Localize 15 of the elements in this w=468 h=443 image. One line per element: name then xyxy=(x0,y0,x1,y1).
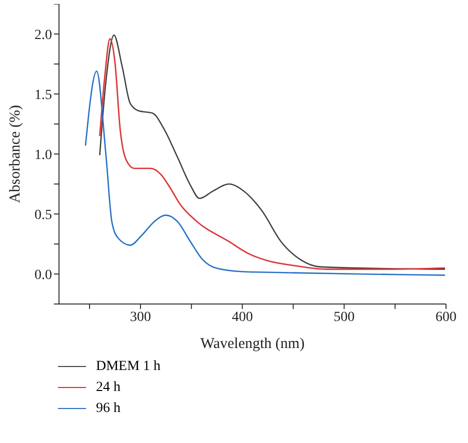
line-series xyxy=(84,70,446,276)
x-tick-label: 300 xyxy=(130,310,151,325)
y-tick-label: 0.5 xyxy=(34,208,52,223)
legend-label: 24 h xyxy=(96,380,120,396)
text: 2.0 xyxy=(34,28,52,43)
text: 1.0 xyxy=(34,148,52,163)
x-tick-label: 500 xyxy=(334,310,355,325)
x-axis-title: Wavelength (nm) xyxy=(200,336,305,352)
x-tick-label: 400 xyxy=(232,310,253,325)
legend-label: DMEM 1 h xyxy=(96,358,161,374)
y-tick-label: 1.5 xyxy=(34,88,52,103)
x-tick-label: 600 xyxy=(436,310,456,325)
text: 0.0 xyxy=(34,268,52,283)
y-axis-title: Absorbance (%) xyxy=(7,105,24,203)
legend-label: 96 h xyxy=(96,400,120,416)
